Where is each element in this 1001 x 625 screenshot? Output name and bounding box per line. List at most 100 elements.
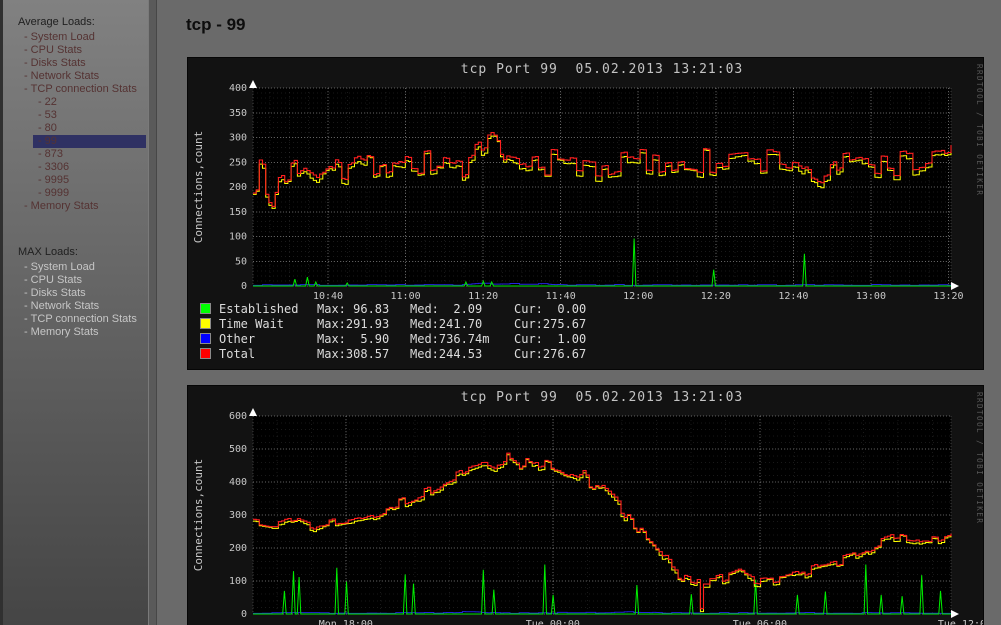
sidebar-link-9995[interactable]: 9995: [44, 174, 70, 186]
legend-max: Max: 5.90: [317, 331, 390, 346]
x-tick-label: Mon 18:00: [319, 619, 373, 625]
legend-max: Max:308.57: [317, 346, 390, 361]
sidebar-item-873[interactable]: -873: [38, 148, 148, 161]
y-tick-label: 200: [229, 182, 247, 193]
sidebar-link-tcp-connection-stats[interactable]: TCP connection Stats: [30, 313, 137, 325]
sidebar-item-cpu-stats[interactable]: - CPU Stats: [24, 44, 148, 57]
sidebar-item-tcp-connection-stats[interactable]: - TCP connection Stats: [24, 83, 148, 96]
sidebar-link-system-load[interactable]: System Load: [30, 31, 95, 43]
sidebar-item-disks-stats[interactable]: - Disks Stats: [24, 57, 148, 70]
bullet-dash: -: [24, 287, 28, 299]
bullet-dash: -: [38, 161, 42, 173]
sidebar-item-9999[interactable]: -9999: [38, 187, 148, 200]
sidebar-item-system-load[interactable]: - System Load: [24, 261, 148, 274]
legend-swatch-icon: [200, 318, 211, 329]
bullet-dash: -: [24, 83, 28, 95]
rrd-graph-panel-max: 0 100 200 300 400 500 600 Mon 18:00 Tue 00:00 Tue…: [187, 385, 984, 625]
section-title: Average Loads:: [18, 16, 95, 28]
sidebar-item-22[interactable]: -22: [38, 96, 148, 109]
x-tick-label: 13:00: [856, 291, 886, 302]
sidebar-link-53[interactable]: 53: [44, 109, 57, 121]
graph-title: tcp Port 99 05.02.2013 13:21:03: [461, 390, 743, 405]
legend-row-established: Established Max: 96.83 Med: 2.09 Cur: 0.00: [200, 301, 586, 316]
bullet-dash: -: [24, 313, 28, 325]
y-tick-label: 300: [229, 133, 247, 144]
sidebar-item-80[interactable]: -80: [38, 122, 148, 135]
sidebar-link-memory-stats[interactable]: Memory Stats: [30, 200, 99, 212]
sidebar-link-memory-stats[interactable]: Memory Stats: [30, 326, 99, 338]
sidebar-link-disks-stats[interactable]: Disks Stats: [30, 57, 86, 69]
series-total-line: [253, 452, 952, 610]
sidebar-link-80[interactable]: 80: [44, 122, 57, 134]
y-tick-label: 400: [229, 83, 247, 94]
sidebar-item-99[interactable]: -99: [33, 135, 146, 148]
bullet-dash: -: [24, 300, 28, 312]
bullet-dash: -: [24, 44, 28, 56]
series-established-line: [253, 238, 951, 287]
x-axis-arrow-icon: [951, 610, 959, 618]
sidebar-item-memory-stats[interactable]: - Memory Stats: [24, 326, 148, 339]
sidebar-item-network-stats[interactable]: - Network Stats: [24, 70, 148, 83]
graph-legend: Established Max: 96.83 Med: 2.09 Cur: 0.00 T…: [200, 301, 586, 361]
y-axis-label: Connections,count: [192, 459, 205, 572]
sidebar-link-99[interactable]: 99: [44, 135, 57, 147]
rrdtool-watermark: RRDTOOL / TOBI OETIKER: [975, 64, 983, 196]
y-tick-label: 250: [229, 157, 247, 168]
y-axis-label: Connections,count: [192, 131, 205, 244]
sidebar-section-average-loads-: Average Loads: - System Load - CPU Stats - Dis…: [18, 16, 148, 213]
legend-swatch-icon: [200, 333, 211, 344]
sidebar-item-tcp-connection-stats[interactable]: - TCP connection Stats: [24, 313, 148, 326]
sidebar-item-memory-stats[interactable]: - Memory Stats: [24, 200, 148, 213]
sidebar-item-cpu-stats[interactable]: - CPU Stats: [24, 274, 148, 287]
bullet-dash: -: [24, 326, 28, 338]
sidebar-item-disks-stats[interactable]: - Disks Stats: [24, 287, 148, 300]
sidebar-link-disks-stats[interactable]: Disks Stats: [30, 287, 86, 299]
bullet-dash: -: [24, 57, 28, 69]
legend-cur: Cur: 1.00: [514, 331, 587, 346]
y-tick-label: 600: [229, 411, 247, 422]
sidebar-link-network-stats[interactable]: Network Stats: [30, 300, 100, 312]
bullet-dash: -: [24, 31, 28, 43]
legend-label: Established: [219, 301, 299, 316]
y-tick-label: 50: [235, 256, 247, 267]
sidebar-link-3306[interactable]: 3306: [44, 161, 70, 173]
y-tick-label: 150: [229, 207, 247, 218]
legend-label: Other: [219, 331, 256, 346]
y-tick-label: 100: [229, 232, 247, 243]
sidebar-link-9999[interactable]: 9999: [44, 187, 70, 199]
legend-max: Max:291.93: [317, 316, 390, 331]
y-tick-label: 500: [229, 444, 247, 455]
sidebar-link-system-load[interactable]: System Load: [30, 261, 95, 273]
frame-divider[interactable]: [148, 0, 157, 625]
sidebar-link-22[interactable]: 22: [44, 96, 57, 108]
sidebar-item-53[interactable]: -53: [38, 109, 148, 122]
bullet-dash: -: [38, 109, 42, 121]
bullet-dash: -: [38, 187, 42, 199]
x-tick-label: 10:40: [313, 291, 343, 302]
x-tick-label: Tue 12:00: [938, 619, 983, 625]
sidebar-link-873[interactable]: 873: [44, 148, 64, 160]
legend-row-other: Other Max: 5.90 Med:736.74m Cur: 1.00: [200, 331, 586, 346]
plot-background: [253, 416, 951, 614]
legend-cur: Cur: 0.00: [514, 301, 587, 316]
legend-label: Time Wait: [219, 316, 285, 331]
y-tick-label: 200: [229, 543, 247, 554]
sidebar-item-3306[interactable]: -3306: [38, 161, 148, 174]
sidebar-link-cpu-stats[interactable]: CPU Stats: [30, 274, 83, 286]
sidebar-link-tcp-connection-stats[interactable]: TCP connection Stats: [30, 83, 137, 95]
plot-background: [253, 88, 951, 286]
legend-med: Med:736.74m: [410, 331, 490, 346]
bullet-dash: -: [38, 122, 42, 134]
sidebar-link-network-stats[interactable]: Network Stats: [30, 70, 100, 82]
sidebar-item-system-load[interactable]: - System Load: [24, 31, 148, 44]
bullet-dash: -: [38, 96, 42, 108]
series-established-line: [253, 564, 951, 615]
sidebar-item-network-stats[interactable]: - Network Stats: [24, 300, 148, 313]
sidebar-item-9995[interactable]: -9995: [38, 174, 148, 187]
y-tick-label: 100: [229, 576, 247, 587]
y-axis-arrow-icon: [249, 408, 257, 416]
sidebar-link-cpu-stats[interactable]: CPU Stats: [30, 44, 83, 56]
x-tick-label: 11:00: [391, 291, 421, 302]
x-tick-label: 12:20: [701, 291, 731, 302]
